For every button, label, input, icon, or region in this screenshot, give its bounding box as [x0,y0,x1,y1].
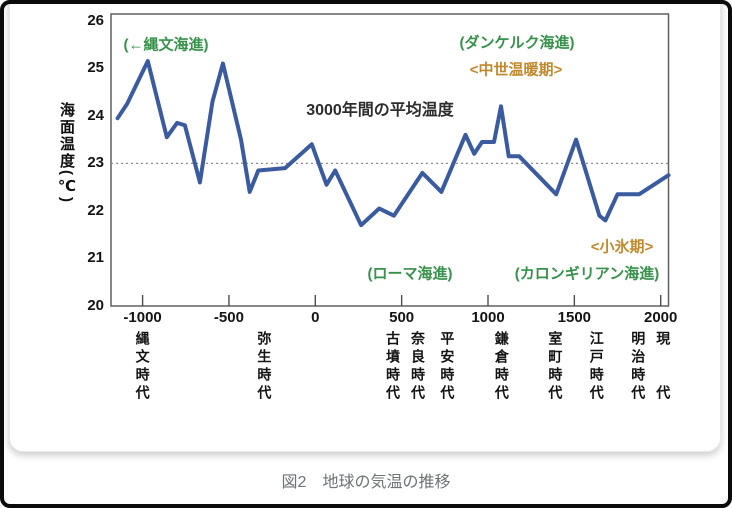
era-label-2: 弥生時代 [256,331,273,403]
era-label-5: 平安時代 [439,331,456,403]
x-tick-label: 1000 [471,309,505,326]
chart-card [9,0,721,452]
x-tick-label: -500 [213,309,244,326]
era-label-7: 室町時代 [547,331,564,403]
era-label-6: 鎌倉時代 [493,331,510,403]
x-tick-label: 0 [311,309,320,326]
era-label-9: 明治時代 [630,331,647,403]
annotation-5: (カロンギリアン海進) [514,265,660,283]
y-tick-label: 20 [87,297,104,314]
y-tick-label: 25 [87,59,104,77]
annotation-4: (ローマ海進) [367,265,453,283]
temperature-series-line [115,59,671,228]
y-tick-label: 21 [87,249,104,267]
annotation-2: (ダンケルク海進) [459,34,575,52]
era-label-4: 奈良時代 [410,331,427,403]
annotation-3: <中世温暖期> [469,61,563,79]
y-axis-title: 海面温度(℃) [58,102,75,204]
plot-border [110,13,670,307]
x-tick-label: 1500 [557,309,592,326]
y-tick-label: 26 [87,11,104,29]
chart-title: 3000年間の平均温度 [306,102,454,119]
x-tick-label: 2000 [644,309,678,326]
x-tick-label: -1000 [123,309,162,326]
y-tick-label: 24 [87,106,104,124]
y-tick-label: 23 [87,154,104,172]
x-tick-label: 500 [389,309,415,326]
era-label-10: 現 代 [655,331,672,403]
annotation-6: <小氷期> [590,238,654,256]
figure-caption: 図2 地球の気温の推移 [281,474,451,491]
era-label-1: 縄文時代 [134,331,151,403]
era-label-8: 江戸時代 [588,331,605,403]
era-label-3: 古墳時代 [385,331,401,403]
annotation-1: (←縄文海進) [123,36,209,54]
y-tick-label: 22 [87,201,104,219]
